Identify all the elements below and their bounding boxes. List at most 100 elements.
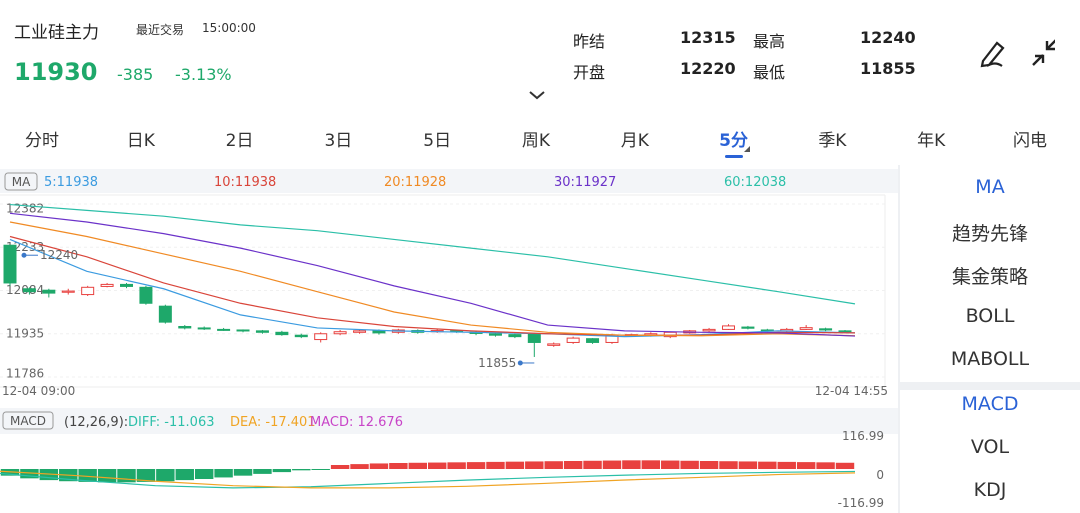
macd-params: (12,26,9): (64, 415, 128, 430)
candle-body (741, 326, 755, 329)
quote-value: 12240 (860, 28, 916, 47)
candle-body (236, 329, 250, 332)
contract-name: 工业硅主力 (14, 23, 99, 43)
indicator-badge (4, 172, 38, 191)
indicator-option[interactable]: 趋势先锋 (951, 223, 1028, 245)
candle-body (255, 330, 269, 333)
collapse-icon[interactable] (1032, 39, 1055, 66)
macd-line (0, 470, 856, 489)
macd-legend: DEA: -17.401 (230, 415, 316, 430)
period-tab[interactable]: 5分 (719, 131, 749, 151)
macd-bar (835, 462, 855, 469)
candle-body (838, 330, 852, 333)
candle-body (372, 330, 386, 334)
macd-bar (78, 469, 97, 482)
period-tab[interactable]: 月K (620, 131, 649, 151)
candle-body (566, 337, 580, 343)
macd-bar (136, 469, 156, 482)
macd-bar (175, 469, 194, 481)
tab-caret (743, 146, 750, 152)
x-label: 12-04 09:00 (2, 384, 75, 398)
y-tick-label: -116.99 (838, 496, 884, 510)
candle-body (508, 334, 522, 338)
indicator-option[interactable]: BOLL (965, 305, 1015, 327)
candle-body (22, 288, 36, 293)
draw-icon[interactable] (980, 41, 1005, 68)
candle-body (333, 331, 347, 335)
macd-bar (428, 462, 447, 469)
candle-body (61, 290, 75, 293)
expand-arrow[interactable] (528, 90, 546, 100)
macd-bar (408, 462, 427, 469)
macd-bar (447, 462, 466, 469)
candle-body (178, 325, 192, 329)
macd-bar (20, 469, 39, 479)
low-label: 11855 (478, 356, 516, 370)
period-tab[interactable]: 分时 (25, 131, 59, 151)
candle-body (217, 328, 231, 331)
macd-bar (233, 469, 253, 476)
candle-body (139, 286, 153, 304)
macd-bar (272, 469, 292, 473)
candle-body (702, 328, 716, 332)
indicator-option[interactable]: 集金策略 (951, 266, 1028, 288)
legend-bar (0, 408, 898, 434)
indicator-option[interactable]: VOL (970, 436, 1010, 458)
trade-label: 最近交易 (136, 23, 185, 37)
candle-body (353, 330, 367, 333)
period-tab[interactable]: 年K (917, 131, 946, 151)
macd-bar (719, 461, 738, 469)
ma-line (9, 203, 856, 305)
macd-bar (311, 469, 330, 470)
indicator-option[interactable]: KDJ (973, 479, 1007, 501)
divider (898, 382, 1080, 390)
legend-bar (0, 169, 898, 193)
indicator-option[interactable]: MABOLL (950, 348, 1030, 370)
toolbar-icons[interactable] (975, 35, 1055, 71)
low-dot (517, 360, 523, 366)
quote-label: 最低 (753, 63, 786, 82)
macd-bar (214, 469, 233, 478)
candle-body (819, 328, 833, 331)
candle-body (547, 343, 561, 346)
quote-label: 昨结 (573, 32, 606, 51)
indicator-option[interactable]: MA (975, 176, 1005, 198)
price-change-pct: -3.13% (175, 65, 232, 84)
high-label: 12240 (40, 248, 78, 262)
period-tab[interactable]: 日K (126, 131, 155, 151)
indicator-name: MA (12, 175, 31, 189)
candle-body (100, 283, 114, 287)
ma-line (9, 238, 856, 338)
macd-bar (486, 461, 505, 469)
period-tab[interactable]: 3日 (324, 131, 353, 151)
macd-bar (292, 469, 311, 471)
price-change: -385 (117, 65, 154, 84)
period-tab[interactable]: 周K (521, 131, 551, 151)
candle-body (586, 338, 600, 343)
divider (898, 165, 900, 513)
period-tab[interactable]: 季K (818, 131, 847, 151)
macd-bar (758, 461, 777, 469)
macd-bar (661, 460, 680, 469)
macd-bar (97, 469, 117, 483)
macd-bar (156, 469, 175, 482)
candle-body (120, 283, 134, 287)
macd-bar (796, 462, 816, 469)
macd-bar (525, 461, 544, 469)
candle-body (721, 325, 735, 330)
period-tab[interactable]: 5日 (423, 131, 452, 151)
last-price: 11930 (14, 58, 98, 86)
price-chart: MA 5:11938 10:11938 20:11928 30:11927 60:1203… (0, 169, 898, 510)
quote-value: 12220 (680, 59, 736, 78)
period-tab[interactable]: 2日 (225, 131, 254, 151)
ma-legend: 30:11927 (554, 175, 616, 190)
candle-body (42, 289, 56, 294)
candle-body (81, 286, 95, 296)
candle-body (527, 333, 541, 343)
indicator-option[interactable]: MACD (961, 393, 1019, 415)
macd-legend: MACD: 12.676 (310, 415, 403, 430)
ma-legend: 5:11938 (44, 175, 98, 190)
macd-bar (680, 460, 699, 469)
period-tab[interactable]: 闪电 (1013, 131, 1047, 151)
